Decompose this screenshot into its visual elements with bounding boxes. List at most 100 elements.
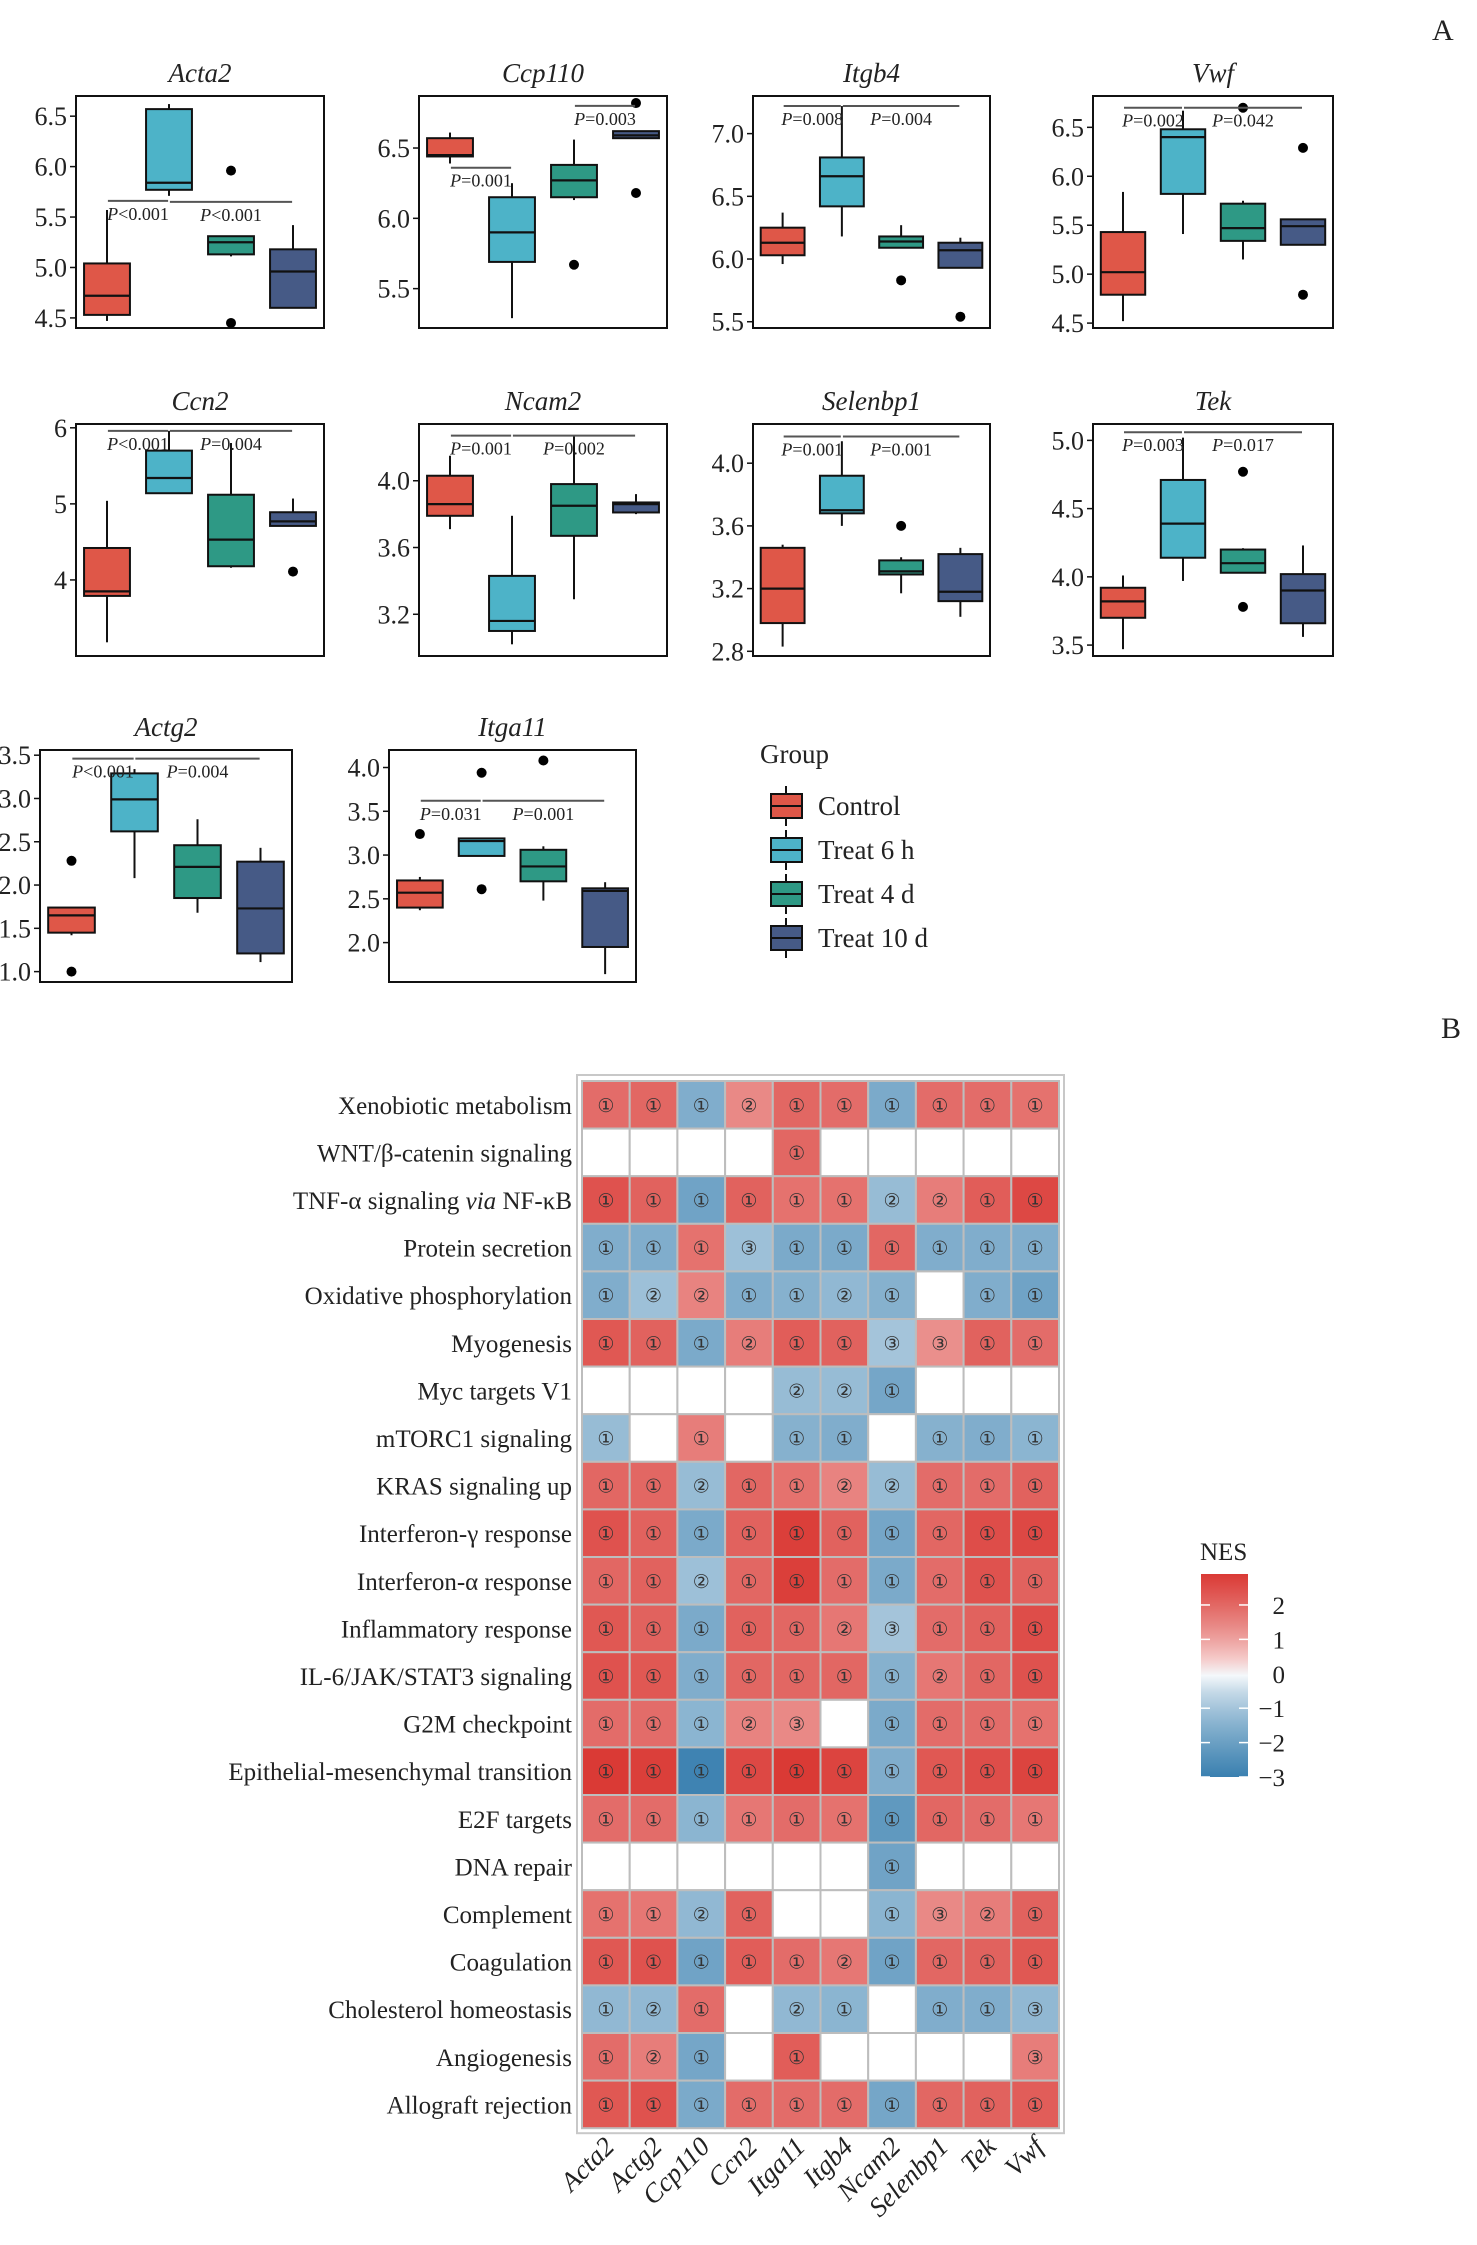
legend-item-treat-6-h: Treat 6 h xyxy=(770,830,915,870)
box-body xyxy=(818,156,865,208)
box-control xyxy=(759,544,806,647)
y-tick-label: 2.5 xyxy=(0,828,31,857)
rank-label: ① xyxy=(645,1333,662,1355)
heatmap-cell: ① xyxy=(581,1222,631,1273)
y-tick-label: 3.5 xyxy=(0,741,31,770)
y-tick-label: 6.5 xyxy=(378,134,411,163)
rank-label: ① xyxy=(693,1095,710,1117)
heatmap-cell xyxy=(914,1127,965,1178)
rank-label: ① xyxy=(884,1238,901,1260)
rank-label: ② xyxy=(740,1333,757,1355)
rank-label: ① xyxy=(836,1571,853,1593)
box-treat-4-d xyxy=(519,755,568,901)
rank-label: ① xyxy=(740,1476,757,1498)
rank-label: ① xyxy=(693,1809,710,1831)
heatmap-cell: ① xyxy=(1010,1413,1060,1463)
heatmap-cell: ① xyxy=(914,1222,965,1273)
outlier-point xyxy=(66,966,77,977)
p-value: <0.001 xyxy=(118,204,169,224)
heatmap-cell: ① xyxy=(676,1746,727,1797)
heatmap-cell-fill xyxy=(724,1984,774,2035)
heatmap-cell-fill xyxy=(1010,2079,1060,2130)
rank-label: ① xyxy=(931,1523,948,1545)
heatmap-cell xyxy=(914,1841,965,1892)
rank-label: ① xyxy=(645,1761,662,1783)
heatmap-cell: ① xyxy=(819,1222,870,1273)
rank-label: ① xyxy=(740,1904,757,1926)
rank-label: ① xyxy=(740,1761,757,1783)
heatmap-cell: ① xyxy=(581,1413,631,1463)
heatmap-cell: ① xyxy=(724,1936,774,1987)
heatmap-cell: ① xyxy=(962,1651,1013,1701)
nes-colorbar: NES 2 1 0 −1 −2 −3 xyxy=(1200,1539,1285,1792)
heatmap-cell: ① xyxy=(724,1460,774,1511)
heatmap-cell-fill xyxy=(819,1080,870,1130)
p-value-label: P<0.001 xyxy=(199,205,262,225)
rank-label: ② xyxy=(645,2047,662,2069)
heatmap-cell-fill xyxy=(867,1841,917,1892)
heatmap-cell xyxy=(724,1365,774,1416)
rank-label: ② xyxy=(931,1190,948,1212)
y-tick-label: 1.0 xyxy=(0,958,31,987)
p-value: =0.002 xyxy=(554,439,605,459)
rank-label: ① xyxy=(884,1095,901,1117)
heatmap-cell-fill xyxy=(914,2079,965,2130)
panel-label-a: A xyxy=(1432,14,1454,47)
heatmap-cell: ② xyxy=(724,1698,774,1749)
p-value-label: P=0.002 xyxy=(542,439,605,459)
box-body xyxy=(269,248,317,309)
heatmap-cell: ① xyxy=(914,1984,965,2035)
rank-label: ① xyxy=(836,1238,853,1260)
heatmap-cell: ① xyxy=(724,1651,774,1701)
heatmap-cell-fill xyxy=(771,1698,822,1749)
heatmap-cell-fill xyxy=(724,1413,774,1463)
rank-label: ① xyxy=(979,1666,996,1688)
heatmap-cell: ② xyxy=(628,1270,679,1321)
heatmap-cell: ② xyxy=(628,1984,679,2035)
legend-item-control: Control xyxy=(770,786,901,826)
p-value-label: P=0.001 xyxy=(869,440,932,460)
p-value-label: P=0.031 xyxy=(419,804,482,824)
heatmap-cell xyxy=(771,1889,822,1939)
heatmap-cell: ① xyxy=(867,2079,917,2130)
rank-label: ① xyxy=(740,1809,757,1831)
rank-label: ① xyxy=(1027,2094,1044,2116)
rank-label: ① xyxy=(884,1904,901,1926)
box-control xyxy=(426,455,474,530)
p-letter: P xyxy=(1211,111,1223,131)
rank-label: ② xyxy=(884,1190,901,1212)
heatmap-cell: ① xyxy=(724,1175,774,1225)
rank-label: ① xyxy=(884,1761,901,1783)
row-label-part: NF-κB xyxy=(496,1188,572,1215)
heatmap-cell-fill xyxy=(962,1746,1013,1797)
rank-label: ① xyxy=(1027,1952,1044,1974)
outlier-point xyxy=(476,884,487,895)
heatmap-cell-fill xyxy=(819,2032,870,2082)
rank-label: ① xyxy=(979,1333,996,1355)
heatmap-cell: ③ xyxy=(867,1603,917,1654)
rank-label: ① xyxy=(979,1285,996,1307)
heatmap-cell: ① xyxy=(819,1651,870,1701)
rank-label: ① xyxy=(597,2094,614,2116)
heatmap-cell: ① xyxy=(581,2079,631,2130)
heatmap-cell-fill xyxy=(962,1127,1013,1178)
heatmap-cell xyxy=(819,1841,870,1892)
row-label: WNT/β-catenin signaling xyxy=(317,1140,573,1167)
heatmap-cell-fill xyxy=(771,1365,822,1416)
heatmap-cell-fill xyxy=(819,1889,870,1939)
heatmap-cell-fill xyxy=(914,1222,965,1273)
rank-label: ① xyxy=(597,1285,614,1307)
heatmap-cell-fill xyxy=(962,2079,1013,2130)
heatmap-cell: ① xyxy=(581,1318,631,1368)
box-body xyxy=(110,772,159,833)
heatmap-cell xyxy=(581,1841,631,1892)
rank-label: ① xyxy=(788,1428,805,1450)
y-tick-label: 2.5 xyxy=(348,885,381,914)
rank-label: ① xyxy=(645,1904,662,1926)
y-tick-label: 5.5 xyxy=(712,308,745,337)
heatmap-cell-fill xyxy=(581,1508,631,1559)
